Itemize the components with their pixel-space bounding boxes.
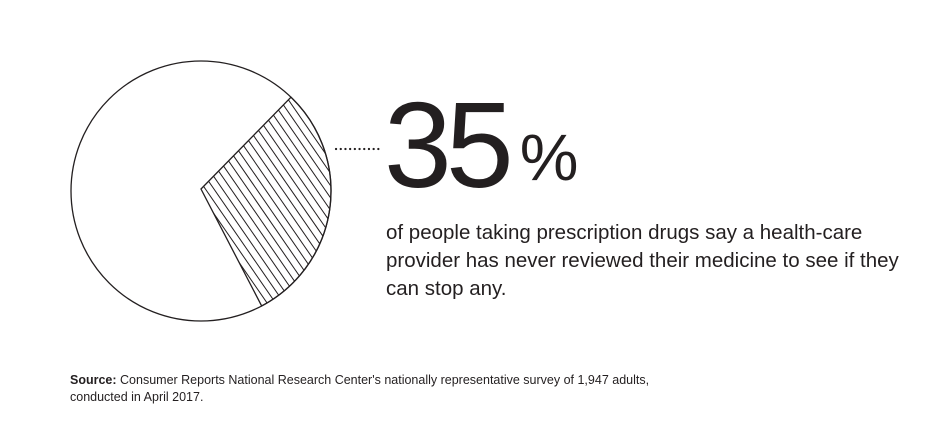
hatch-line xyxy=(201,97,326,306)
hatch-line xyxy=(201,97,249,306)
hatch-line xyxy=(201,97,258,306)
hatch-line xyxy=(68,58,197,324)
hatch-line xyxy=(201,97,331,306)
slice-hatch-pattern xyxy=(68,58,331,324)
hatch-line xyxy=(68,58,129,324)
hatch-line xyxy=(258,97,331,306)
stat-unit: % xyxy=(519,120,579,194)
hatch-line xyxy=(201,97,331,306)
hatch-line xyxy=(201,97,331,306)
hatch-line xyxy=(201,97,331,306)
pie-chart xyxy=(68,58,334,324)
hatch-line xyxy=(201,97,241,306)
stat-number: 35 xyxy=(384,77,514,213)
hatch-line xyxy=(68,58,172,324)
hatch-line xyxy=(68,58,121,324)
hatch-line xyxy=(201,97,331,306)
hatch-line xyxy=(201,97,331,306)
dotted-connector xyxy=(334,147,384,151)
hatch-line xyxy=(68,58,70,324)
hatch-line xyxy=(201,97,331,306)
hatch-line xyxy=(68,58,104,324)
hatch-line xyxy=(201,97,331,306)
hatch-line xyxy=(68,58,138,324)
hatch-line xyxy=(201,97,331,306)
hatch-line xyxy=(201,97,331,306)
hatch-line xyxy=(201,97,207,306)
hatch-line xyxy=(201,97,331,306)
hatch-line xyxy=(68,58,146,324)
hatch-line xyxy=(201,97,317,306)
hatch-line xyxy=(68,58,180,324)
hatch-line xyxy=(201,97,331,306)
hatch-line xyxy=(201,97,331,306)
source-note: Source: Consumer Reports National Resear… xyxy=(70,372,710,406)
source-label: Source: xyxy=(70,373,117,387)
hatch-line xyxy=(68,58,189,324)
hatch-line xyxy=(68,58,112,324)
hatch-line xyxy=(201,97,309,306)
hatch-line xyxy=(68,58,163,324)
headline-stat: 35 % xyxy=(384,77,579,213)
hatch-line xyxy=(201,97,275,306)
source-text: Consumer Reports National Research Cente… xyxy=(70,373,650,404)
pie-slice-remainder xyxy=(70,60,332,322)
hatch-line xyxy=(201,97,331,306)
hatch-line xyxy=(201,97,331,306)
hatch-line xyxy=(201,97,331,306)
hatch-line xyxy=(201,97,300,306)
hatch-line xyxy=(201,97,266,306)
pie-chart-svg xyxy=(68,58,332,324)
hatch-line xyxy=(68,58,155,324)
hatch-line xyxy=(68,58,95,324)
hatch-line xyxy=(201,97,215,306)
stat-description: of people taking prescription drugs say … xyxy=(386,221,899,300)
hatch-line xyxy=(201,97,331,306)
hatch-line xyxy=(201,97,224,306)
hatch-line xyxy=(201,97,331,306)
hatch-line xyxy=(68,58,78,324)
